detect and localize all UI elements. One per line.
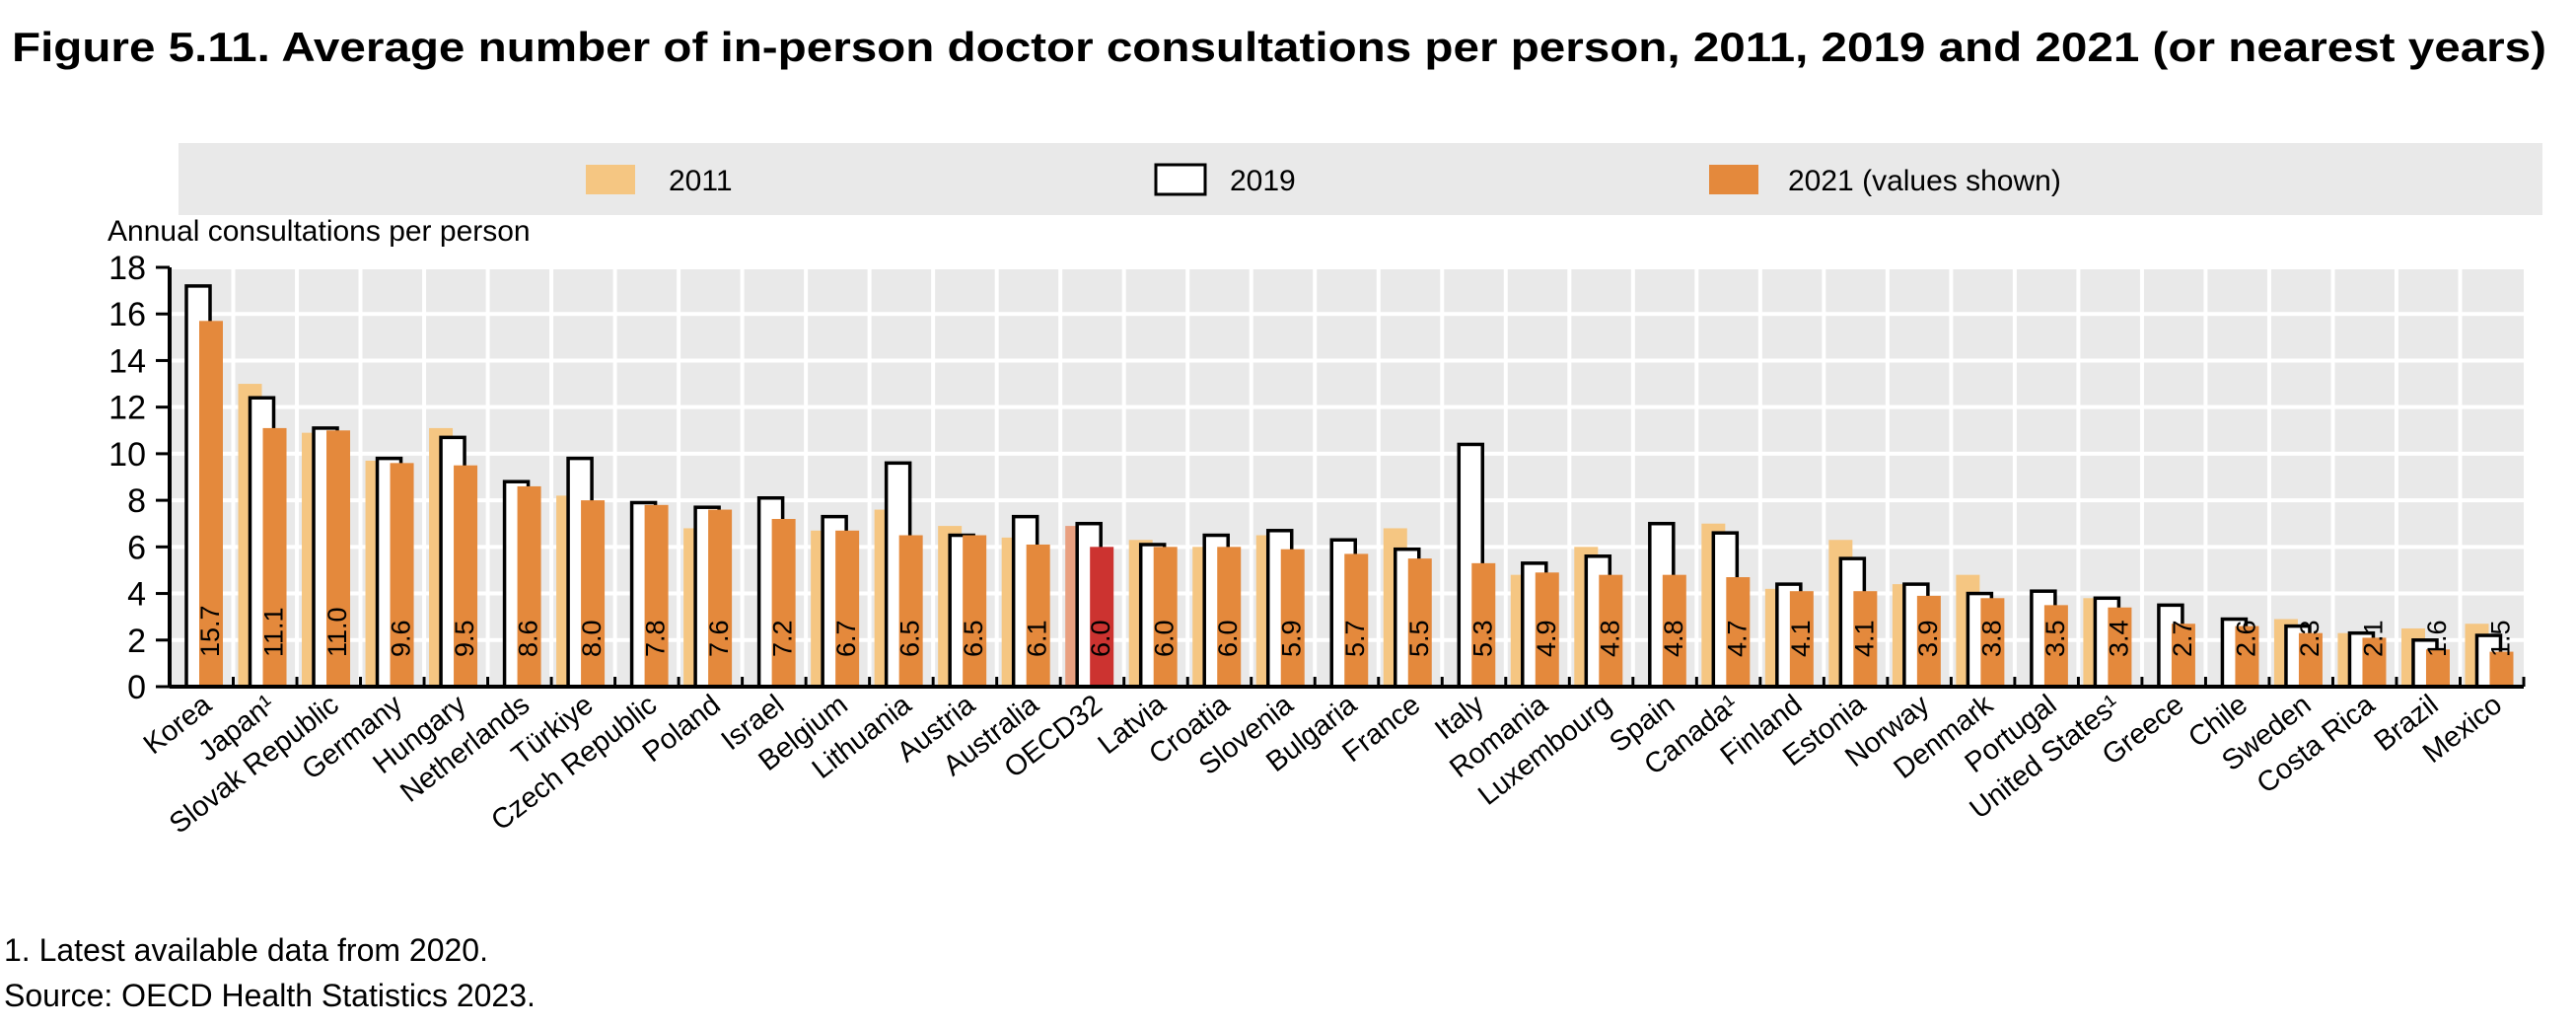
bar-2021 (1535, 572, 1559, 687)
bar-2021 (1980, 598, 2005, 687)
legend-label-2019: 2019 (1230, 165, 1296, 197)
y-tick-label: 6 (127, 529, 146, 566)
y-tick-label: 0 (127, 669, 146, 706)
data-label: 4.9 (1532, 620, 1561, 657)
bar-2021 (1280, 549, 1305, 687)
bar-2021 (1789, 591, 1814, 687)
bar-2021 (963, 535, 987, 687)
data-label: 5.7 (1340, 620, 1370, 657)
bar-2021 (898, 535, 923, 687)
data-label: 4.8 (1595, 620, 1624, 657)
footnote-1: 1. Latest available data from 2020. (4, 932, 488, 968)
bar-2021 (2043, 605, 2068, 687)
data-label: 6.5 (895, 620, 925, 657)
data-label: 11.0 (322, 607, 352, 657)
bar-2021 (1026, 544, 1050, 687)
y-tick-label: 18 (108, 250, 146, 287)
data-label: 4.8 (1659, 620, 1688, 657)
bar-2021 (2298, 632, 2323, 687)
y-axis-label: Annual consultations per person (107, 215, 531, 248)
bar-2021 (390, 463, 414, 687)
bar-2021 (199, 321, 223, 687)
y-tick-label: 10 (108, 436, 146, 474)
data-label: 3.4 (2104, 620, 2133, 657)
bar-2021 (644, 504, 669, 687)
bar-2021 (1090, 547, 1114, 687)
bar-2021 (262, 427, 287, 687)
bar-2021 (708, 509, 733, 687)
bar-2021 (1916, 595, 1941, 687)
bar-2021 (2489, 651, 2514, 687)
data-label: 4.1 (1849, 620, 1879, 657)
data-label: 3.5 (2040, 620, 2070, 657)
data-label: 6.0 (1086, 620, 1115, 657)
legend-label-2021: 2021 (values shown) (1788, 165, 2061, 197)
bar-2021 (1853, 591, 1878, 687)
data-label: 9.6 (387, 620, 416, 657)
chart-title: Figure 5.11. Average number of in-person… (12, 24, 2546, 70)
bar-2021 (2425, 649, 2450, 687)
data-label: 3.9 (1913, 620, 1943, 657)
y-tick-label: 8 (127, 482, 146, 520)
y-tick-label: 4 (127, 576, 146, 614)
data-label: 1.5 (2485, 620, 2515, 657)
data-label: 2.7 (2168, 620, 2197, 657)
bar-2021 (2171, 624, 2195, 687)
data-label: 5.3 (1467, 620, 1497, 657)
bar-2021 (581, 500, 606, 687)
legend-swatch-2019 (1154, 163, 1207, 196)
data-label: 8.0 (577, 620, 607, 657)
data-label: 2.1 (2358, 620, 2388, 657)
legend: 2011 2019 2021 (values shown) (179, 143, 2542, 215)
data-label: 7.2 (768, 620, 798, 657)
plot-area: 02468101214161815.7Korea11.1Japan¹11.0Sl… (108, 250, 2526, 841)
data-label: 5.5 (1404, 620, 1434, 657)
bar-2021 (1471, 562, 1496, 687)
data-label: 2.3 (2295, 620, 2325, 657)
bar-2021 (454, 465, 478, 687)
bar-2021 (1153, 547, 1178, 687)
data-label: 7.6 (704, 620, 734, 657)
data-label: 3.8 (1976, 620, 2006, 657)
bar-2021 (1662, 574, 1686, 687)
y-tick-label: 16 (108, 296, 146, 333)
data-label: 8.6 (514, 620, 543, 657)
footnote-source: Source: OECD Health Statistics 2023. (4, 978, 536, 1013)
data-label: 7.8 (641, 620, 671, 657)
legend-swatch-2021 (1709, 165, 1758, 194)
legend-background (179, 143, 2542, 215)
bar-2021 (517, 485, 541, 687)
data-label: 2.6 (2231, 620, 2260, 657)
bar-2021 (326, 430, 351, 687)
bar-2021 (1599, 574, 1623, 687)
legend-swatch-2011 (586, 165, 635, 194)
data-label: 5.9 (1277, 620, 1307, 657)
bar-2021 (835, 530, 860, 687)
data-label: 6.0 (1213, 620, 1243, 657)
data-label: 1.6 (2422, 620, 2452, 657)
bar-2021 (1217, 547, 1242, 687)
data-label: 6.1 (1023, 620, 1052, 657)
bar-2021 (771, 519, 796, 687)
data-label: 15.7 (195, 605, 225, 657)
bar-2021 (2235, 625, 2259, 687)
y-tick-label: 14 (108, 342, 146, 380)
data-label: 6.0 (1150, 620, 1180, 657)
y-tick-label: 2 (127, 623, 146, 660)
bar-2021 (1726, 577, 1751, 687)
bar-2021 (2108, 607, 2132, 687)
bar-2021 (2362, 637, 2387, 687)
data-label: 6.5 (959, 620, 988, 657)
data-label: 4.7 (1722, 620, 1752, 657)
data-label: 11.1 (259, 607, 289, 657)
bar-2021 (1344, 553, 1369, 687)
bar-2021 (1407, 558, 1432, 687)
data-label: 9.5 (450, 620, 479, 657)
legend-label-2011: 2011 (669, 165, 733, 197)
data-label: 6.7 (831, 620, 861, 657)
y-tick-label: 12 (108, 390, 146, 427)
data-label: 4.1 (1786, 620, 1816, 657)
